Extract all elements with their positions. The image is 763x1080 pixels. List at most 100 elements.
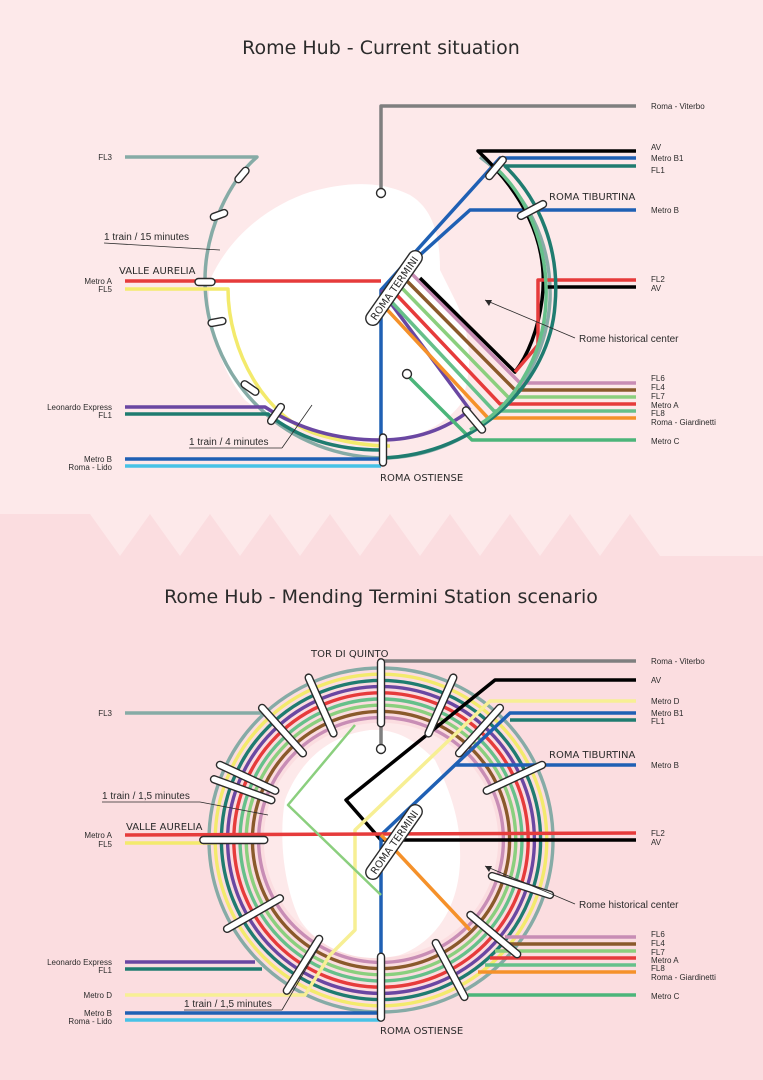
bottom-station-ticks xyxy=(199,658,555,1022)
bottom-title: Rome Hub - Mending Termini Station scena… xyxy=(164,586,598,608)
bottom-station-tick-10 xyxy=(222,894,285,934)
top-right-av2: AV xyxy=(651,284,662,293)
top-tick-4 xyxy=(240,380,260,396)
top-left-metro-a: Metro A xyxy=(84,277,112,286)
bottom-station-tick-2 xyxy=(304,673,338,738)
bottom-left-lido: Roma - Lido xyxy=(68,1017,112,1026)
bottom-station-tick-8 xyxy=(199,835,269,845)
top-label-valle-aurelia: VALLE AURELIA xyxy=(119,266,196,277)
bottom-station-tick-13 xyxy=(431,938,469,1002)
bottom-line-metro-c-inner xyxy=(286,724,382,896)
bottom-label-valle-aurelia: VALLE AURELIA xyxy=(126,822,203,833)
top-tick-7 xyxy=(485,155,507,181)
top-title: Rome Hub - Current situation xyxy=(242,37,520,59)
bottom-note-historical-arrow xyxy=(485,866,492,872)
bottom-station-tick-4 xyxy=(257,703,308,758)
bottom-label-roma-ostiense: ROMA OSTIENSE xyxy=(380,1026,463,1037)
bottom-left-fl1: FL1 xyxy=(98,966,112,975)
bottom-note-freq-a: 1 train / 1,5 minutes xyxy=(102,791,190,802)
top-tick-valle-aurelia xyxy=(194,277,216,287)
top-terminus-viterbo xyxy=(375,187,387,199)
top-line-metro-c xyxy=(405,373,636,442)
top-line-fl8-ring xyxy=(469,166,548,432)
top-right-metro-c: Metro C xyxy=(651,437,680,446)
bottom-right-viterbo: Roma - Viterbo xyxy=(651,657,705,666)
top-line-metro-b xyxy=(379,208,636,459)
bottom-station-tick-5 xyxy=(454,703,505,758)
bottom-right-av: AV xyxy=(651,676,662,685)
top-line-metro-a-east xyxy=(390,288,636,406)
top-left-fl5: FL5 xyxy=(98,285,112,294)
bottom-right-metro-a: Metro A xyxy=(651,956,679,965)
bottom-right-fl8: FL8 xyxy=(651,964,665,973)
bottom-right-av2: AV xyxy=(651,838,662,847)
bottom-right-fl6: FL6 xyxy=(651,930,665,939)
top-right-fl6: FL6 xyxy=(651,374,665,383)
top-line-fl2 xyxy=(513,278,636,374)
bottom-left-metro-b: Metro B xyxy=(84,1009,112,1018)
top-note-freq-4-leader-2 xyxy=(281,404,313,449)
bottom-station-tick-3 xyxy=(424,673,458,738)
bottom-station-tick-12 xyxy=(376,952,386,1022)
bottom-left-metro-a: Metro A xyxy=(84,831,112,840)
bottom-left-fl3: FL3 xyxy=(98,709,112,718)
bottom-right-metro-b1: Metro B1 xyxy=(651,709,684,718)
top-right-fl4: FL4 xyxy=(651,383,665,392)
top-right-metro-a: Metro A xyxy=(651,401,679,410)
top-right-metro-b: Metro B xyxy=(651,206,679,215)
bottom-station-tick-9 xyxy=(487,871,555,900)
top-right-metro-b1: Metro B1 xyxy=(651,154,684,163)
top-line-fl8 xyxy=(384,294,636,413)
bottom-right-metro-c: Metro C xyxy=(651,992,680,1001)
bottom-right-fl2: FL2 xyxy=(651,829,665,838)
top-note-historical-arrow xyxy=(485,300,492,306)
top-terminus-metro-c xyxy=(401,368,413,380)
bottom-label-tor-di-quinto: TOR DI QUINTO xyxy=(310,649,389,660)
top-left-leonardo: Leonardo Express xyxy=(47,403,112,412)
top-tick-ostiense xyxy=(378,433,388,467)
bottom-right-metro-d: Metro D xyxy=(651,697,680,706)
top-tick-5 xyxy=(266,402,286,426)
bottom-right-metro-b: Metro B xyxy=(651,761,679,770)
bottom-left-fl5: FL5 xyxy=(98,840,112,849)
bottom-station-tick-14 xyxy=(466,910,522,959)
bottom-note-historical-leader xyxy=(484,865,576,905)
bottom-center-area xyxy=(282,729,461,959)
top-line-fl1-east xyxy=(380,164,636,460)
top-left-metro-b: Metro B xyxy=(84,455,112,464)
bottom-note-freq-a-leader-2 xyxy=(199,801,269,816)
top-right-viterbo: Roma - Viterbo xyxy=(651,102,705,111)
top-left-fl3: FL3 xyxy=(98,153,112,162)
top-left-fl1: FL1 xyxy=(98,411,112,420)
bottom-note-freq-b-leader-2 xyxy=(281,944,321,1011)
bottom-line-metro-d xyxy=(125,699,636,997)
bottom-right-fl7: FL7 xyxy=(651,948,665,957)
bottom-label-roma-tiburtina: ROMA TIBURTINA xyxy=(549,750,635,761)
top-tick-tiburtina xyxy=(516,199,548,221)
top-left-lido: Roma - Lido xyxy=(68,463,112,472)
bottom-line-metro-b1 xyxy=(453,711,636,767)
top-tick-2 xyxy=(209,208,229,222)
top-line-fl7 xyxy=(396,282,636,399)
top-right-av: AV xyxy=(651,143,662,152)
top-label-roma-ostiense: ROMA OSTIENSE xyxy=(380,473,463,484)
top-right-fl8: FL8 xyxy=(651,409,665,418)
bottom-right-fl1: FL1 xyxy=(651,717,665,726)
bottom-station-tick-15 xyxy=(209,775,276,805)
bottom-right-fl4: FL4 xyxy=(651,939,665,948)
top-line-leonardo xyxy=(125,405,472,442)
bottom-station-tick-11 xyxy=(282,934,324,995)
top-label-roma-tiburtina: ROMA TIBURTINA xyxy=(549,192,635,203)
top-note-freq-15-leader xyxy=(103,242,221,251)
bottom-note-freq-b: 1 train / 1,5 minutes xyxy=(184,999,272,1010)
bottom-note-historical: Rome historical center xyxy=(579,900,679,911)
bottom-station-tick-6 xyxy=(215,760,280,795)
bottom-right-giardinetti: Roma - Giardinetti xyxy=(651,973,716,982)
top-tick-6 xyxy=(461,406,487,434)
top-note-historical: Rome historical center xyxy=(579,334,679,345)
bottom-terminus-viterbo xyxy=(375,743,387,755)
top-right-fl1: FL1 xyxy=(651,166,665,175)
top-line-viterbo xyxy=(379,104,636,190)
